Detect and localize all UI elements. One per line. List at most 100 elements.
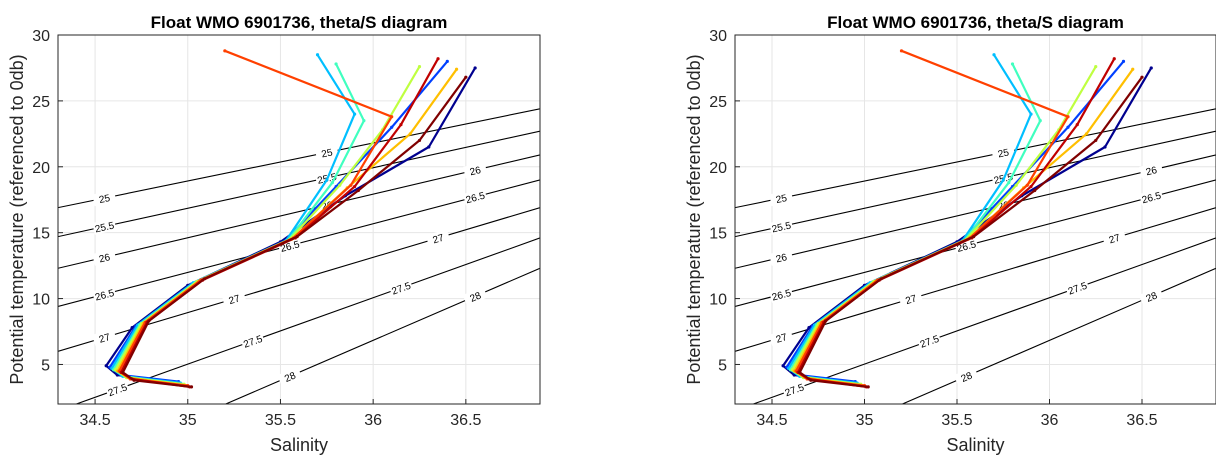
profile-point xyxy=(1029,112,1033,116)
profile-point xyxy=(121,370,125,374)
profile-point xyxy=(1121,59,1126,63)
profile-point xyxy=(390,115,394,119)
contour-label-text: 28 xyxy=(283,370,298,385)
contour-label-bg xyxy=(92,218,117,235)
profile-point xyxy=(1131,67,1135,71)
profile-point xyxy=(130,325,134,330)
profile-point xyxy=(315,53,320,57)
profile-point xyxy=(132,378,136,382)
y-tick-label: 20 xyxy=(709,160,727,177)
profile-point xyxy=(1140,75,1144,79)
y-axis-label: Potential temperature (referenced to 0db… xyxy=(684,54,704,384)
x-tick-label: 34.5 xyxy=(756,412,787,429)
contour-line xyxy=(58,130,540,238)
profile-point xyxy=(809,378,813,382)
x-tick-label: 35 xyxy=(856,412,874,429)
profile-point xyxy=(1103,145,1107,149)
profile-point xyxy=(866,385,870,389)
axes-frame xyxy=(57,34,541,405)
x-axis-label: Salinity xyxy=(270,435,328,455)
x-tick-label: 36.5 xyxy=(1126,412,1157,429)
profile-point xyxy=(1112,57,1116,61)
profile-point xyxy=(1075,123,1079,127)
x-tick-label: 35.5 xyxy=(941,412,972,429)
contour-label: 25.5 xyxy=(92,218,117,235)
profiles xyxy=(104,49,477,389)
contour-label-bg xyxy=(314,144,339,161)
profile-point xyxy=(1038,119,1042,123)
profile-point xyxy=(1149,66,1153,70)
y-tick-label: 10 xyxy=(709,292,727,309)
profile-point xyxy=(349,183,353,187)
profile-point xyxy=(781,364,785,368)
profile-point xyxy=(798,370,802,374)
contour-label-bg xyxy=(462,188,488,206)
profile-point xyxy=(202,277,207,281)
x-tick-label: 36 xyxy=(1041,412,1059,429)
profile-point xyxy=(417,138,422,143)
contour-label-bg xyxy=(92,328,117,347)
profile-point xyxy=(436,57,440,61)
contour-label-text: 28 xyxy=(806,437,821,452)
y-tick-label: 15 xyxy=(709,226,727,243)
contour-label-text: 28 xyxy=(1145,290,1160,305)
profile-point xyxy=(427,145,431,149)
contour-line xyxy=(735,154,1216,269)
y-tick-label: 25 xyxy=(709,94,727,111)
contour-label: 25 xyxy=(92,190,117,207)
contour-label-text: 25 xyxy=(321,147,335,160)
contour-label-text: 25 xyxy=(997,147,1011,160)
contour-label-text: 28 xyxy=(129,437,144,452)
contour-label: 28 xyxy=(462,286,488,307)
contour-label: 26.5 xyxy=(462,188,488,207)
ticks xyxy=(58,34,467,404)
x-tick-label: 36 xyxy=(364,412,382,429)
contour-label-text: 25.5 xyxy=(771,220,793,235)
contour-label-text: 26 xyxy=(98,252,112,265)
profile-point xyxy=(879,277,883,281)
contour-label-bg xyxy=(92,190,117,207)
contour-label-bg xyxy=(277,366,303,387)
y-tick-label: 15 xyxy=(32,226,50,243)
contour-label-text: 28 xyxy=(960,370,975,385)
contour-line xyxy=(735,130,1216,238)
contour-label-bg xyxy=(240,331,266,351)
contour-label-text: 26.5 xyxy=(1141,191,1163,207)
contour-label: 28 xyxy=(1138,286,1164,307)
contour-label-text: 25 xyxy=(775,193,789,206)
profile-point xyxy=(1014,183,1018,187)
profile-point xyxy=(417,65,422,69)
profile-point xyxy=(824,319,828,323)
contour-label-bg xyxy=(991,144,1016,161)
contour-label-text: 27 xyxy=(775,332,789,346)
profile-point xyxy=(353,184,357,189)
profile-point xyxy=(189,385,194,389)
profile-point xyxy=(1010,62,1015,66)
contour-label-text: 25.5 xyxy=(94,220,116,235)
contour-label: 28 xyxy=(800,433,825,454)
y-axis-label: Potential temperature (referenced to 0db… xyxy=(7,54,27,384)
contour-label-bg xyxy=(800,433,825,453)
contour-label-bg xyxy=(1064,278,1090,298)
chart-title: Float WMO 6901736, theta/S diagram xyxy=(827,13,1124,32)
contour-label-bg xyxy=(104,379,130,399)
contour-label: 28 xyxy=(123,433,148,454)
contour-label-text: 26.5 xyxy=(465,191,487,207)
x-axis-label: Salinity xyxy=(946,435,1004,455)
profile-point xyxy=(353,112,357,116)
contour-label-bg xyxy=(1139,161,1164,179)
profile-point xyxy=(295,235,299,239)
profile-point xyxy=(1007,181,1011,185)
contour-label-text: 26 xyxy=(469,165,483,178)
x-tick-label: 36.5 xyxy=(450,412,481,429)
contour-label: 27 xyxy=(768,328,794,347)
contour-label: 25 xyxy=(314,144,339,161)
contour-label-bg xyxy=(221,289,247,308)
contour-label-text: 27 xyxy=(98,332,112,346)
profile-point xyxy=(356,188,360,193)
contour-label-bg xyxy=(425,229,451,247)
contour-line xyxy=(58,108,540,209)
profile-point xyxy=(1025,183,1029,187)
